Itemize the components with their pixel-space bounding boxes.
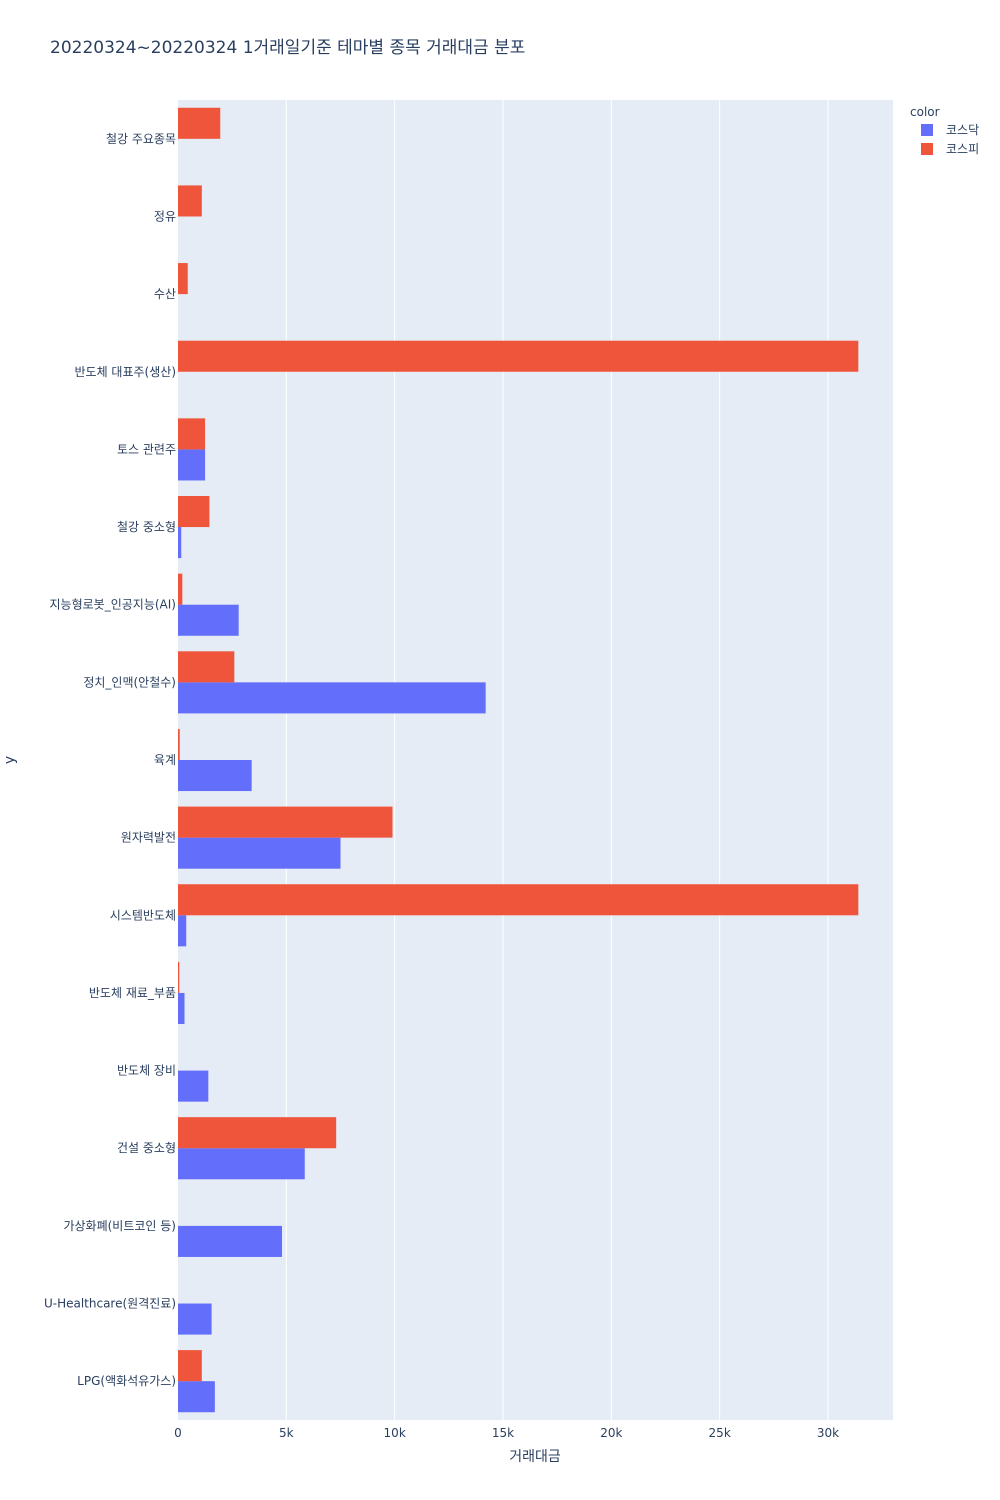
- bar-kosdaq[interactable]: [178, 760, 252, 792]
- y-tick-label: U-Healthcare(원격진료): [44, 1297, 176, 1311]
- y-tick-label: 정유: [154, 209, 176, 223]
- bar-kosdaq[interactable]: [178, 1303, 212, 1335]
- bar-kosdaq[interactable]: [178, 915, 187, 947]
- chart-title: 20220324~20220324 1거래일기준 테마별 종목 거래대금 분포: [50, 38, 526, 58]
- y-tick-label: 건설 중소형: [117, 1141, 176, 1155]
- legend-swatch[interactable]: [921, 143, 933, 155]
- bar-kospi[interactable]: [178, 496, 210, 528]
- bar-kospi[interactable]: [178, 107, 221, 139]
- bar-kospi[interactable]: [178, 340, 859, 372]
- plot-background: [178, 100, 893, 1420]
- y-tick-label: 정치_인맥(안철수): [83, 675, 176, 689]
- bar-kosdaq[interactable]: [178, 1381, 215, 1413]
- bar-kospi[interactable]: [178, 418, 206, 450]
- y-tick-label: 철강 주요종목: [106, 132, 176, 146]
- grid-layer: [285, 100, 829, 1420]
- bar-kosdaq[interactable]: [178, 527, 182, 559]
- bar-kospi[interactable]: [178, 884, 859, 916]
- bar-kosdaq[interactable]: [178, 1225, 282, 1257]
- x-tick-label: 0: [174, 1426, 182, 1440]
- bar-kospi[interactable]: [178, 573, 183, 605]
- y-tick-label: 반도체 대표주(생산): [75, 365, 177, 379]
- bar-kosdaq[interactable]: [178, 604, 239, 636]
- y-tick-label: 수산: [154, 287, 176, 301]
- bar-kospi[interactable]: [178, 1117, 337, 1149]
- bar-kospi[interactable]: [178, 651, 235, 683]
- bar-kospi[interactable]: [178, 185, 202, 217]
- y-tick-label: 반도체 재료_부품: [89, 986, 176, 1000]
- legend-swatch[interactable]: [921, 124, 933, 136]
- bar-kosdaq[interactable]: [178, 449, 206, 481]
- bar-kosdaq[interactable]: [178, 992, 185, 1024]
- bar-kospi[interactable]: [178, 263, 188, 295]
- bar-layer: [178, 107, 859, 1413]
- y-tick-label: 가상화폐(비트코인 등): [63, 1219, 176, 1233]
- y-tick-label: 지능형로봇_인공지능(AI): [50, 598, 176, 612]
- y-tick-label: 육계: [154, 753, 176, 767]
- bar-kosdaq[interactable]: [178, 1070, 209, 1102]
- x-tick-layer: 0 5k 10k 15k 20k 25k 30k: [174, 1426, 839, 1440]
- x-tick-label: 20k: [600, 1426, 622, 1440]
- bar-kospi[interactable]: [178, 728, 180, 760]
- x-tick-label: 30k: [817, 1426, 839, 1440]
- bar-kospi[interactable]: [178, 806, 393, 838]
- bar-kosdaq[interactable]: [178, 682, 486, 714]
- x-tick-label: 10k: [384, 1426, 406, 1440]
- bar-kosdaq[interactable]: [178, 837, 341, 869]
- y-tick-label: 원자력발전: [121, 831, 176, 845]
- y-axis-title: y: [2, 756, 18, 764]
- bar-kospi[interactable]: [178, 961, 180, 993]
- legend-label[interactable]: 코스닥: [946, 123, 979, 137]
- y-tick-label: LPG(액화석유가스): [77, 1374, 176, 1388]
- bar-kosdaq[interactable]: [178, 1148, 305, 1180]
- x-tick-label: 25k: [709, 1426, 731, 1440]
- y-tick-label: 반도체 장비: [117, 1064, 176, 1078]
- y-tick-label: 토스 관련주: [117, 442, 176, 456]
- bar-kospi[interactable]: [178, 1350, 202, 1382]
- y-tick-label: 시스템반도체: [110, 908, 176, 922]
- legend-label[interactable]: 코스피: [946, 142, 979, 156]
- x-tick-label: 5k: [279, 1426, 294, 1440]
- y-tick-label: 철강 중소형: [117, 520, 176, 534]
- legend-title: color: [910, 105, 940, 119]
- x-axis-title: 거래대금: [509, 1449, 561, 1465]
- x-tick-label: 15k: [492, 1426, 514, 1440]
